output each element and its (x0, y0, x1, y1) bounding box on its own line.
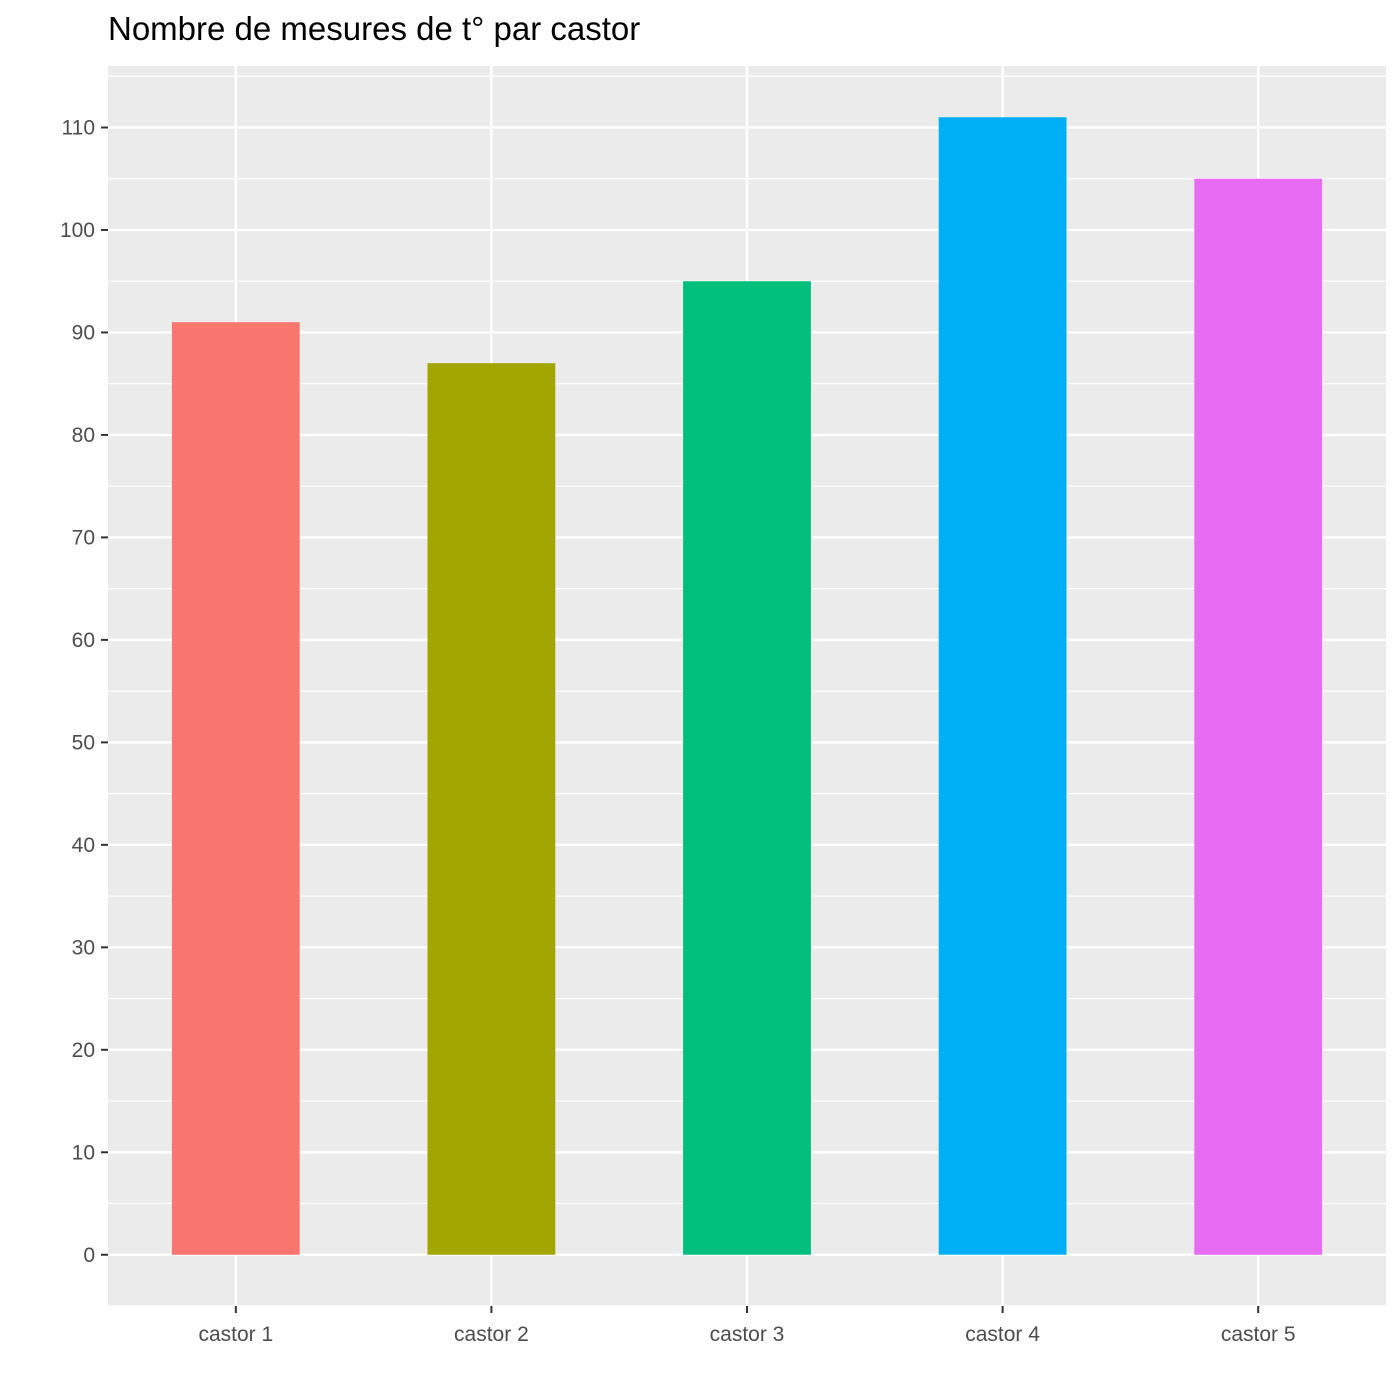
y-tick-label: 40 (72, 834, 95, 857)
bars (171, 117, 1323, 1255)
x-axis: castor 1 castor 2 castor 3 castor 4 castor 5 (198, 1306, 1296, 1346)
y-tick-label: 110 (62, 116, 95, 139)
y-axis: 0 10 20 30 40 50 60 70 80 90 100 110 (60, 116, 108, 1267)
y-tick-label: 20 (72, 1039, 95, 1062)
x-tick-label: castor 5 (1221, 1323, 1296, 1346)
x-tick-label: castor 1 (198, 1323, 273, 1346)
y-tick-label: 90 (72, 321, 95, 344)
bar-castor-1 (171, 322, 300, 1255)
x-tick-label: castor 3 (710, 1323, 785, 1346)
bar-castor-2 (427, 363, 556, 1255)
y-tick-label: 50 (72, 731, 95, 754)
y-tick-label: 60 (72, 629, 95, 652)
chart-title: Nombre de mesures de t° par castor (108, 10, 641, 47)
x-tick-label: castor 2 (454, 1323, 529, 1346)
bar-castor-4 (938, 117, 1067, 1255)
bar-castor-3 (683, 281, 811, 1255)
bar-castor-5 (1194, 178, 1323, 1255)
x-tick-label: castor 4 (965, 1323, 1040, 1346)
y-tick-label: 10 (72, 1141, 95, 1164)
y-tick-label: 80 (72, 424, 95, 447)
y-tick-label: 30 (72, 936, 95, 959)
y-tick-label: 70 (72, 526, 95, 549)
y-tick-label: 0 (83, 1244, 95, 1267)
y-tick-label: 100 (60, 219, 95, 242)
